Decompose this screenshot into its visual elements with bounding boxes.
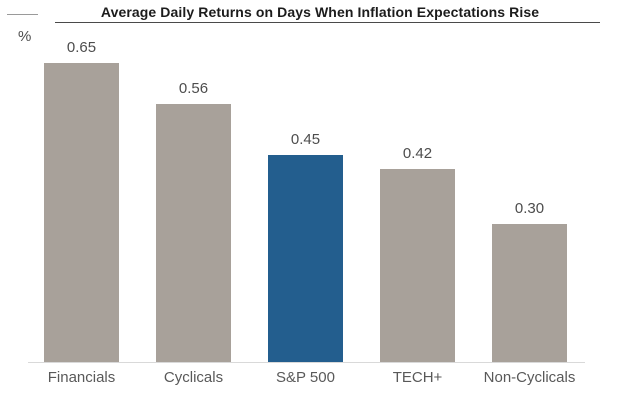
bar-cyclicals (156, 104, 231, 362)
value-label-financials: 0.65 (66, 39, 97, 56)
value-label-s-p-500: 0.45 (290, 131, 321, 148)
x-axis-baseline (28, 362, 585, 363)
category-label-cyclicals: Cyclicals (163, 369, 224, 386)
bar-s-p-500 (268, 155, 343, 362)
category-label-non-cyclicals: Non-Cyclicals (483, 369, 576, 386)
value-label-cyclicals: 0.56 (178, 80, 209, 97)
category-label-financials: Financials (47, 369, 116, 386)
bar-non-cyclicals (492, 224, 567, 362)
chart-title: Average Daily Returns on Days When Infla… (100, 4, 540, 20)
bar-financials (44, 63, 119, 362)
corner-tick-line (7, 14, 38, 15)
bar-tech (380, 169, 455, 362)
category-label-tech: TECH+ (392, 369, 443, 386)
title-underline (55, 22, 600, 23)
value-label-non-cyclicals: 0.30 (514, 200, 545, 217)
value-label-tech: 0.42 (402, 145, 433, 162)
category-label-s-p-500: S&P 500 (276, 369, 335, 386)
y-axis-percent-label: % (18, 28, 32, 45)
